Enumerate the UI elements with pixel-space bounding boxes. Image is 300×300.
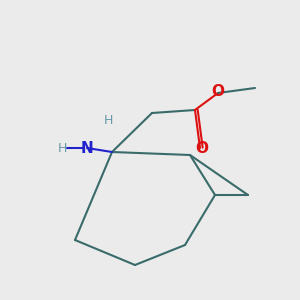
Text: O: O (212, 84, 224, 99)
Text: H: H (57, 142, 67, 154)
Text: O: O (195, 140, 208, 155)
Text: H: H (103, 113, 113, 127)
Text: N: N (81, 140, 93, 155)
